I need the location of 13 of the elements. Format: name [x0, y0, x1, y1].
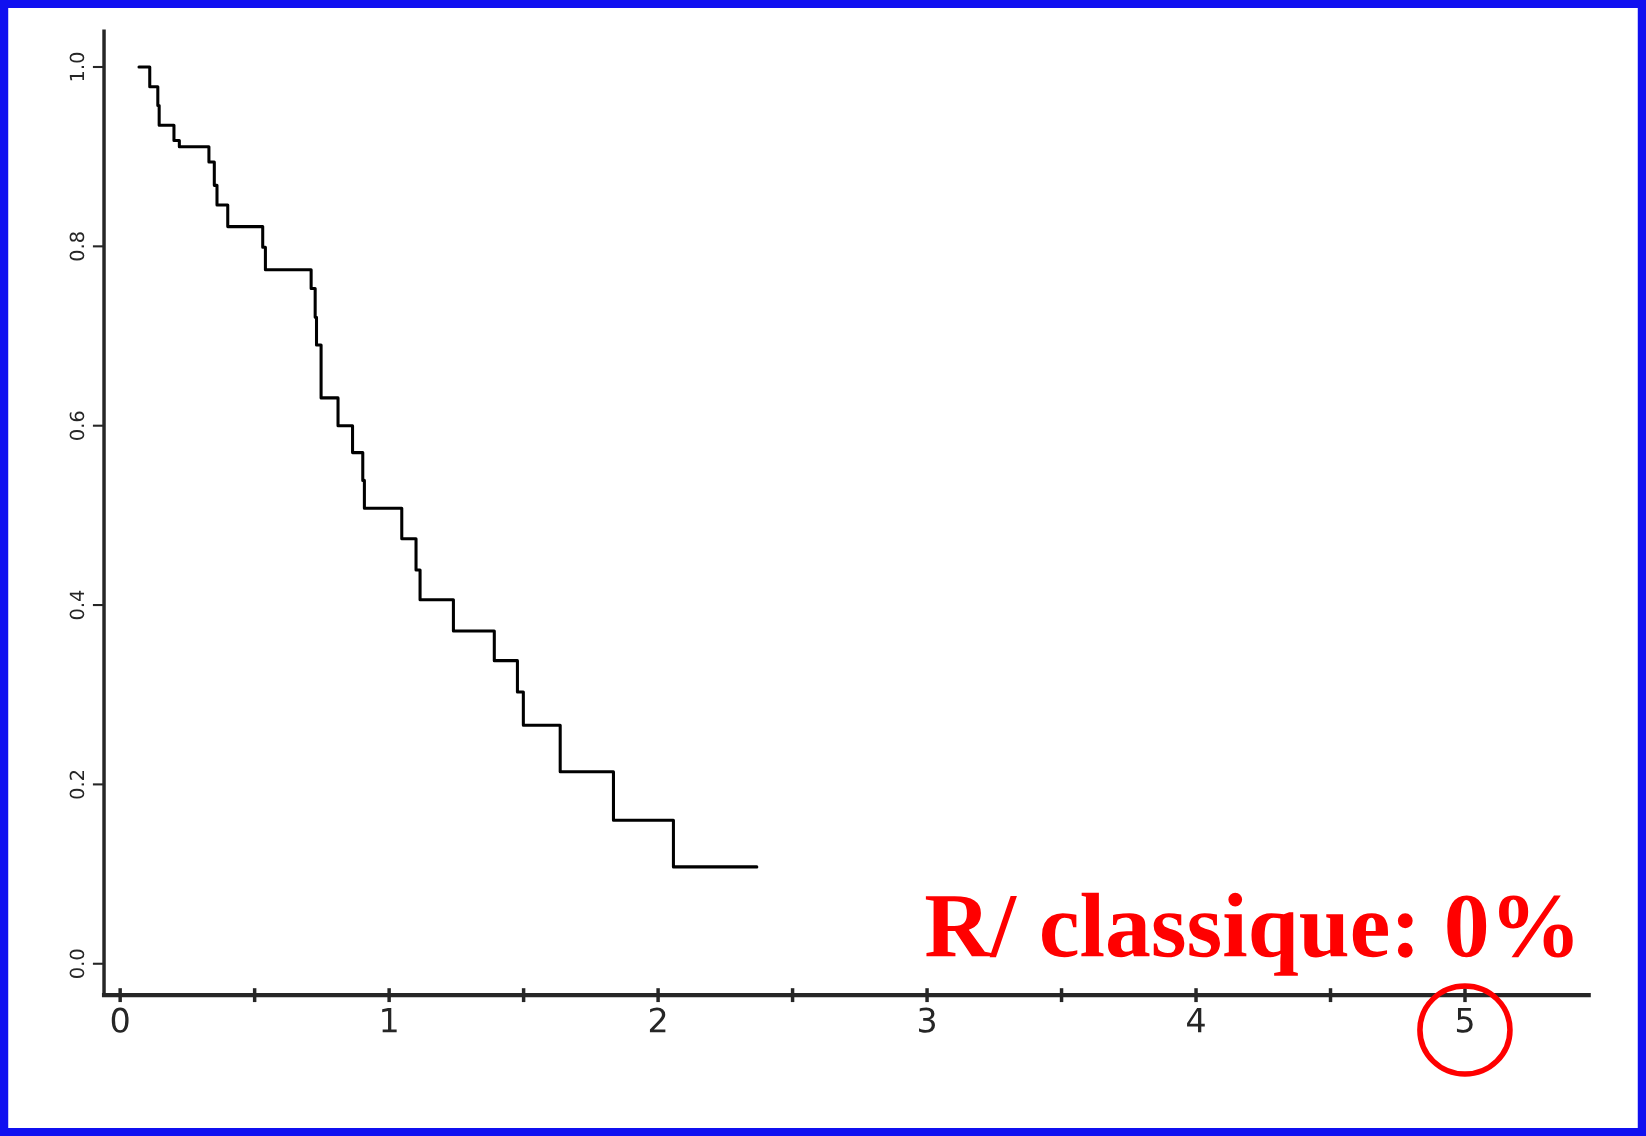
y-tick-label: 0.4 [69, 590, 85, 620]
x-tick-label: 5 [1456, 1007, 1473, 1033]
annotation: R/ classique: 0% [925, 892, 1573, 976]
x-tick-label: 0 [111, 1007, 129, 1033]
y-tick-label: 0.2 [69, 770, 85, 799]
y-tick-label: 0.8 [69, 232, 85, 261]
x-tick-label: 3 [919, 1007, 935, 1033]
x-tick-label: 4 [1187, 1007, 1205, 1033]
y-tick-label: 0.6 [69, 411, 85, 440]
x-tick-label: 1 [382, 1007, 397, 1033]
y-tick-label: 1.0 [69, 52, 85, 81]
x-tick-label: 2 [649, 1007, 666, 1033]
y-tick-label: 0.0 [69, 949, 85, 978]
